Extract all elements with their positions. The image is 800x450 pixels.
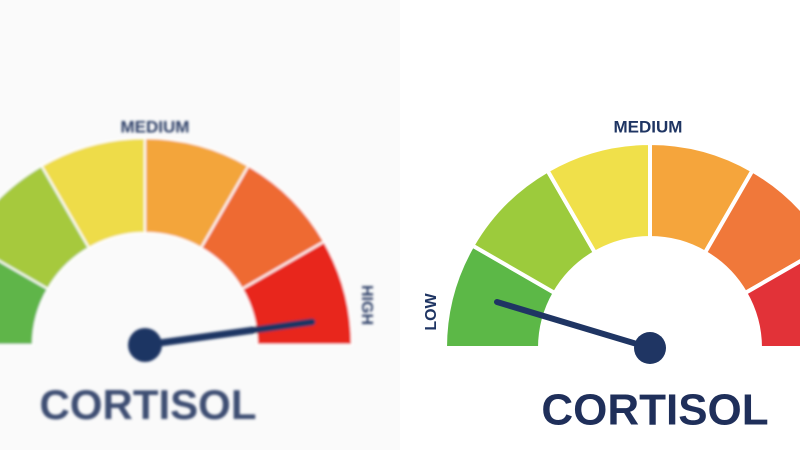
gauge-left: MEDIUM HIGH CORTISOL bbox=[0, 117, 375, 428]
gauge-right: MEDIUM LOW CORTISOL bbox=[423, 117, 800, 435]
gauge-title: CORTISOL bbox=[40, 381, 257, 428]
gauge-segment bbox=[702, 167, 800, 296]
gauge-label: MEDIUM bbox=[121, 117, 190, 136]
needle-hub bbox=[128, 328, 162, 362]
gauge-label: LOW bbox=[423, 292, 440, 330]
needle bbox=[141, 318, 316, 349]
gauge-segment bbox=[742, 259, 800, 350]
gauge-title: CORTISOL bbox=[541, 386, 768, 435]
segments bbox=[0, 136, 354, 346]
needle-hub bbox=[634, 332, 666, 364]
gauge-label: MEDIUM bbox=[614, 117, 683, 136]
gauge-segment bbox=[240, 240, 354, 346]
needle bbox=[494, 299, 653, 351]
segments bbox=[442, 140, 800, 350]
gauge-label: HIGH bbox=[358, 285, 375, 325]
